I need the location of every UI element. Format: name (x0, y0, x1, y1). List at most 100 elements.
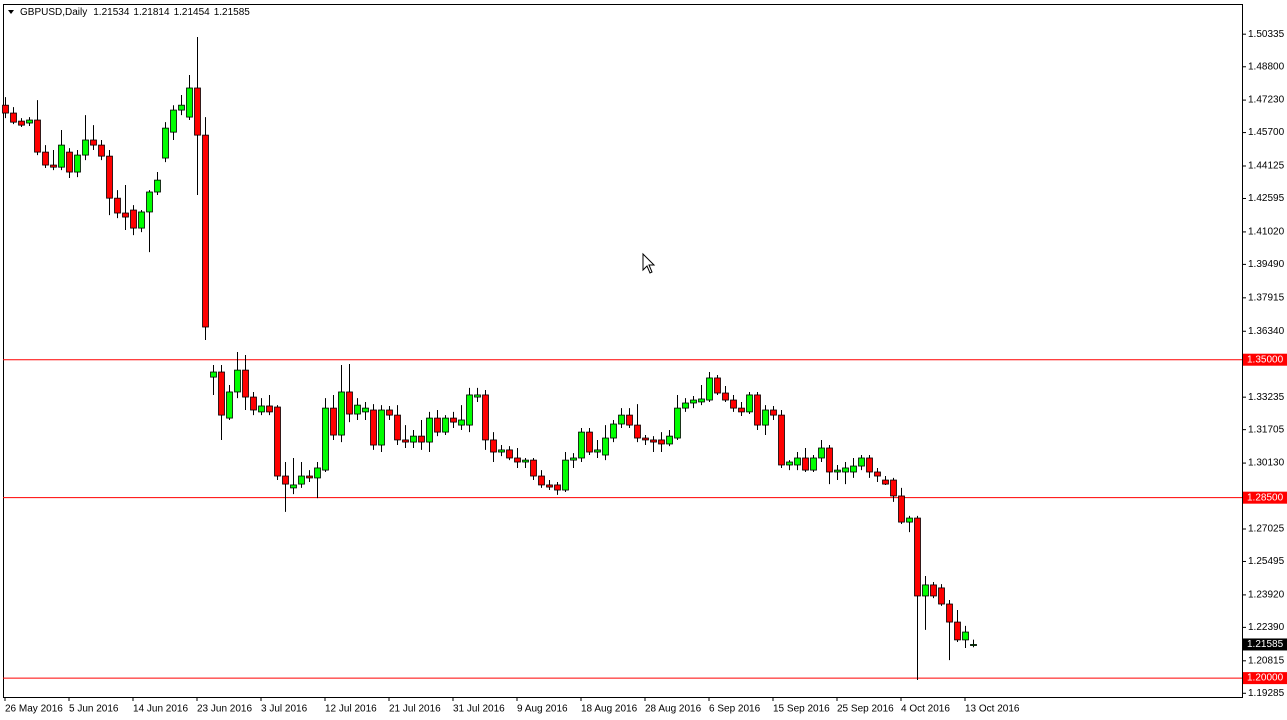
plot-frame (3, 4, 1243, 698)
candle-body (474, 394, 481, 398)
candle-body (314, 467, 321, 479)
candle-body (546, 484, 553, 488)
candle-body (114, 197, 121, 214)
candle-body (506, 449, 513, 459)
y-tick-label: 1.45700 (1248, 127, 1285, 138)
candle-body (130, 209, 137, 229)
header-close: 1.21585 (214, 7, 251, 18)
candle-body (610, 423, 617, 439)
y-tick-label: 1.36340 (1248, 326, 1285, 337)
candle-body (50, 164, 57, 168)
level-label-box (1243, 491, 1287, 504)
candle-body (898, 495, 905, 523)
candle-body (810, 457, 817, 471)
x-tick-label: 26 May 2016 (5, 704, 63, 715)
candle-body (618, 414, 625, 425)
menu-triangle[interactable] (8, 10, 14, 14)
candle-body (226, 391, 233, 419)
y-tick-label: 1.47230 (1248, 95, 1285, 106)
candle-body (682, 402, 689, 409)
candle-body (730, 399, 737, 409)
candle-body (514, 457, 521, 463)
chart-header: GBPUSD,Daily 1.21534 1.21814 1.21454 1.21585 (20, 7, 250, 18)
candle-body (146, 191, 153, 213)
y-tick-label: 1.22390 (1248, 622, 1285, 633)
candle-body (570, 457, 577, 461)
x-tick-label: 4 Oct 2016 (901, 704, 950, 715)
candle-body (394, 414, 401, 441)
candle-body (418, 435, 425, 443)
x-tick-label: 14 Jun 2016 (133, 704, 188, 715)
candle-body (258, 405, 265, 413)
candle-body (786, 461, 793, 466)
candle-body (746, 394, 753, 413)
candle-body (914, 517, 921, 597)
candle-body (106, 155, 113, 199)
level-label: 1.28500 (1247, 492, 1284, 503)
y-tick-label: 1.19285 (1248, 688, 1285, 699)
x-tick-label: 25 Sep 2016 (837, 704, 894, 715)
x-tick-label: 15 Sep 2016 (773, 704, 830, 715)
candle-body (298, 475, 305, 485)
candle-body (66, 151, 73, 173)
candle-body (18, 120, 25, 126)
candle-body (938, 587, 945, 605)
candle-body (26, 119, 33, 124)
x-tick-label: 21 Jul 2016 (389, 704, 441, 715)
current-price-label: 1.21585 (1247, 639, 1284, 650)
candle-body (674, 407, 681, 439)
candle-body (330, 407, 337, 436)
candle-body (842, 467, 849, 473)
symbol: GBPUSD,Daily (20, 7, 87, 18)
candle-body (706, 377, 713, 401)
candle-body (954, 621, 961, 641)
candle-body (690, 399, 697, 404)
candle-body (2, 104, 9, 114)
candle-body (10, 112, 17, 123)
candle-body (186, 87, 193, 118)
candle-body (402, 439, 409, 443)
candle-body (738, 407, 745, 413)
x-tick-label: 13 Oct 2016 (965, 704, 1020, 715)
candle-body (58, 144, 65, 168)
header-low: 1.21454 (174, 7, 211, 18)
x-tick-label: 5 Jun 2016 (69, 704, 119, 715)
candle-body (82, 139, 89, 156)
candle-body (378, 409, 385, 446)
candle-body (346, 391, 353, 415)
candle-body (658, 439, 665, 445)
candle-body (794, 457, 801, 466)
y-tick-label: 1.48800 (1248, 61, 1285, 72)
candle-body (962, 631, 969, 641)
candle-body (202, 134, 209, 328)
candle-body (234, 369, 241, 393)
level-label: 1.20000 (1247, 673, 1284, 684)
candle-body (698, 398, 705, 403)
candle-body (650, 439, 657, 443)
candle-body (386, 409, 393, 416)
candle-body (34, 119, 41, 153)
candle-body (722, 392, 729, 401)
y-tick-label: 1.37915 (1248, 292, 1285, 303)
candle-body (282, 475, 289, 485)
candle-body (466, 394, 473, 426)
candle-body (122, 212, 129, 218)
candle-body (154, 179, 161, 193)
candle-body (482, 394, 489, 441)
candle-body (538, 475, 545, 486)
y-tick-label: 1.39490 (1248, 259, 1285, 270)
level-label: 1.35000 (1247, 354, 1284, 365)
candle-body (290, 484, 297, 489)
candle-body (218, 371, 225, 416)
chart-layer: 1.50335 1.48800 1.47230 1.45700 1.44125 1.425… (2, 29, 1287, 715)
candle-body (826, 447, 833, 473)
y-tick-label: 1.44125 (1248, 161, 1285, 172)
candle-body (946, 603, 953, 623)
header-open: 1.21534 (93, 7, 130, 18)
y-tick-label: 1.25495 (1248, 556, 1285, 567)
candle-body (866, 457, 873, 473)
candle-body (426, 417, 433, 443)
candle-body (602, 437, 609, 456)
candle-body (906, 517, 913, 523)
